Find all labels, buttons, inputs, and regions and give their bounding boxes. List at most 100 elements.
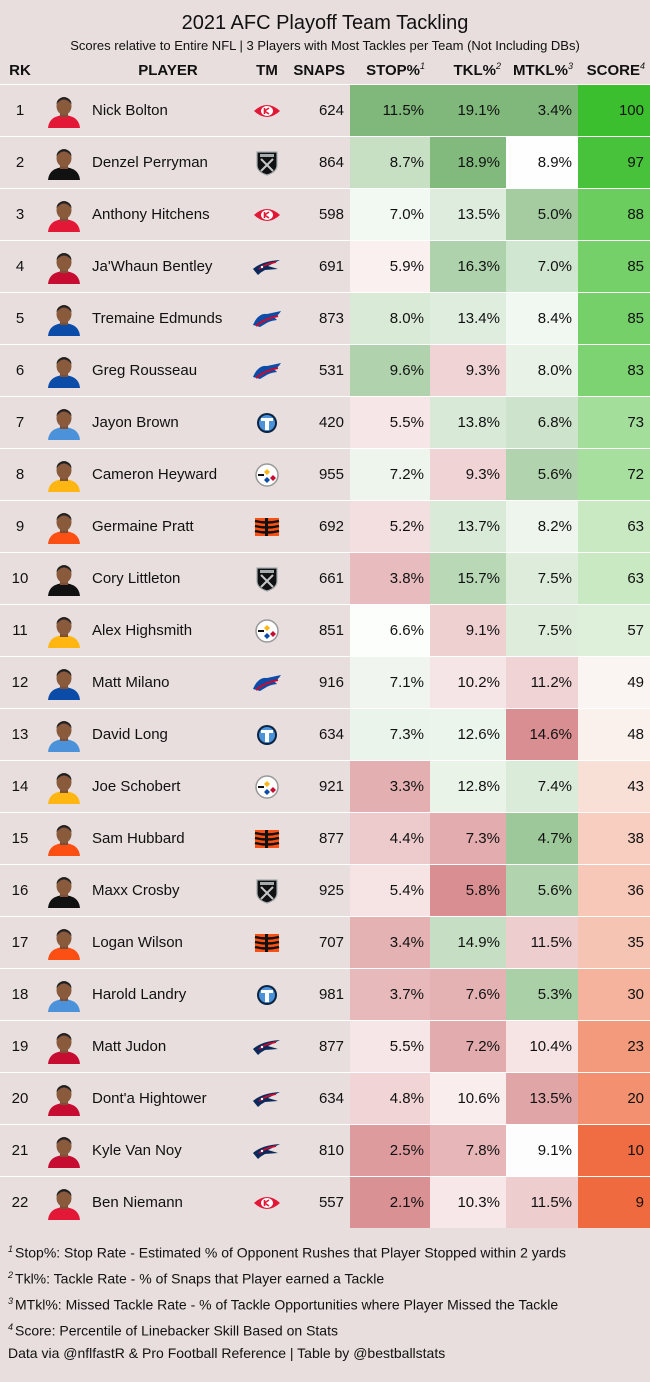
score-cell: 88 [578,188,650,241]
header-score: SCORE4 [586,61,645,79]
stop-rate-cell: 7.1% [350,656,430,709]
team-logo-cell [244,240,290,293]
stop-rate-cell: 8.7% [350,136,430,189]
team-logo-cell [244,84,290,137]
missed-tackle-rate-cell: 11.5% [506,1176,578,1228]
table-row: 8 Cameron Heyward 955 7.2% 9.3% 5.6% 72 [0,448,650,501]
player-headshot-icon [40,926,88,960]
missed-tackle-rate-cell: 7.4% [506,760,578,813]
player-name-cell: Cameron Heyward [88,448,244,501]
snaps-cell: 634 [290,1072,350,1125]
patriots-logo-icon [244,1086,290,1112]
table-row: 4 Ja'Whaun Bentley 691 5.9% 16.3% 7.0% 85 [0,240,650,293]
table-row: 12 Matt Milano 916 7.1% 10.2% 11.2% 49 [0,656,650,709]
score-cell: 85 [578,240,650,293]
table-row: 19 Matt Judon 877 5.5% 7.2% 10.4% 23 [0,1020,650,1073]
snaps-cell: 624 [290,84,350,137]
stop-rate-cell: 9.6% [350,344,430,397]
player-headshot-icon [40,822,88,856]
rank-cell: 14 [0,760,40,813]
player-name-cell: Jayon Brown [88,396,244,449]
stop-rate-cell: 5.9% [350,240,430,293]
table-row: 21 Kyle Van Noy 810 2.5% 7.8% 9.1% 10 [0,1124,650,1177]
snaps-cell: 955 [290,448,350,501]
header-player: PLAYER [138,61,198,79]
patriots-logo-icon [244,1034,290,1060]
player-headshot-cell [40,864,88,917]
bengals-logo-icon [244,826,290,852]
player-name-cell: Logan Wilson [88,916,244,969]
credit-line: Data via @nflfastR & Pro Football Refere… [8,1345,446,1361]
rank-cell: 15 [0,812,40,865]
player-headshot-cell [40,136,88,189]
table-row: 22 Ben Niemann 557 2.1% 10.3% 11.5% 9 [0,1176,650,1228]
missed-tackle-rate-cell: 5.6% [506,864,578,917]
snaps-cell: 557 [290,1176,350,1228]
player-name-cell: Kyle Van Noy [88,1124,244,1177]
rank-cell: 1 [0,84,40,137]
player-headshot-cell [40,344,88,397]
score-cell: 63 [578,500,650,553]
player-name-cell: Denzel Perryman [88,136,244,189]
titans-logo-icon [244,410,290,436]
player-headshot-cell [40,812,88,865]
titans-logo-icon [244,722,290,748]
stop-rate-cell: 7.3% [350,708,430,761]
header-stop: STOP%1 [366,61,425,79]
snaps-cell: 531 [290,344,350,397]
stop-rate-cell: 6.6% [350,604,430,657]
titans-logo-icon [244,982,290,1008]
player-name-cell: David Long [88,708,244,761]
snaps-cell: 634 [290,708,350,761]
player-headshot-icon [40,1134,88,1168]
score-cell: 49 [578,656,650,709]
rank-cell: 7 [0,396,40,449]
team-logo-cell [244,916,290,969]
score-cell: 35 [578,916,650,969]
footnote-1: 1 Stop%: Stop Rate - Estimated % of Oppon… [8,1244,566,1261]
stop-rate-cell: 3.4% [350,916,430,969]
tackle-rate-cell: 9.3% [430,344,506,397]
rank-cell: 10 [0,552,40,605]
player-headshot-icon [40,250,88,284]
rank-cell: 2 [0,136,40,189]
score-cell: 73 [578,396,650,449]
stop-rate-cell: 7.2% [350,448,430,501]
score-cell: 10 [578,1124,650,1177]
snaps-cell: 925 [290,864,350,917]
page-title: 2021 AFC Playoff Team Tackling [181,12,469,34]
rank-cell: 11 [0,604,40,657]
missed-tackle-rate-cell: 14.6% [506,708,578,761]
player-headshot-icon [40,406,88,440]
tackle-rate-cell: 16.3% [430,240,506,293]
stop-rate-cell: 4.4% [350,812,430,865]
patriots-logo-icon [244,254,290,280]
player-headshot-icon [40,718,88,752]
stop-rate-cell: 2.5% [350,1124,430,1177]
table-row: 11 Alex Highsmith 851 6.6% 9.1% 7.5% 57 [0,604,650,657]
snaps-cell: 691 [290,240,350,293]
player-name-cell: Tremaine Edmunds [88,292,244,345]
snaps-cell: 851 [290,604,350,657]
tackle-rate-cell: 13.5% [430,188,506,241]
player-headshot-icon [40,458,88,492]
score-cell: 97 [578,136,650,189]
player-headshot-cell [40,968,88,1021]
raiders-logo-icon [244,150,290,176]
team-logo-cell [244,708,290,761]
missed-tackle-rate-cell: 8.4% [506,292,578,345]
snaps-cell: 877 [290,812,350,865]
tackle-rate-cell: 15.7% [430,552,506,605]
player-headshot-icon [40,1186,88,1220]
tackle-rate-cell: 9.3% [430,448,506,501]
missed-tackle-rate-cell: 8.2% [506,500,578,553]
tackle-rate-cell: 7.6% [430,968,506,1021]
rank-cell: 17 [0,916,40,969]
player-headshot-cell [40,552,88,605]
footnote-4: 4 Score: Percentile of Linebacker Skill B… [8,1322,338,1339]
team-logo-cell [244,760,290,813]
missed-tackle-rate-cell: 5.0% [506,188,578,241]
missed-tackle-rate-cell: 13.5% [506,1072,578,1125]
raiders-logo-icon [244,566,290,592]
bills-logo-icon [244,358,290,384]
